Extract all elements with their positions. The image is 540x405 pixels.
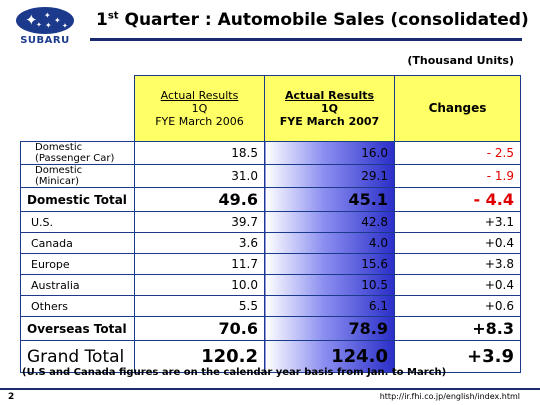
- page-number: 2: [8, 392, 15, 402]
- row-label: Domestic (Minicar): [20, 164, 135, 188]
- change-value: +0.6: [394, 295, 521, 317]
- change-value: +0.4: [394, 232, 521, 254]
- row-label: Grand Total: [20, 340, 135, 373]
- value-2006: 5.5: [134, 295, 265, 317]
- table-row-grand-total: Grand Total 120.2 124.0 +3.9: [20, 340, 521, 373]
- footnote: (U.S and Canada figures are on the calen…: [22, 367, 447, 378]
- units-label: (Thousand Units): [407, 54, 514, 67]
- row-label: Europe: [20, 253, 135, 275]
- table-row: Others 5.5 6.1 +0.6: [20, 295, 521, 317]
- value-2007: 4.0: [264, 232, 395, 254]
- change-value: +3.1: [394, 211, 521, 233]
- logo-text: SUBARU: [20, 35, 70, 46]
- row-label: Overseas Total: [20, 316, 135, 341]
- change-value: - 2.5: [394, 141, 521, 165]
- row-label: Domestic (Passenger Car): [20, 141, 135, 165]
- value-2006: 39.7: [134, 211, 265, 233]
- row-label: Australia: [20, 274, 135, 296]
- change-value: +3.9: [394, 340, 521, 373]
- value-2007: 16.0: [264, 141, 395, 165]
- value-2007: 15.6: [264, 253, 395, 275]
- table-row: Domestic (Minicar) 31.0 29.1 - 1.9: [20, 164, 521, 188]
- table-row: Europe 11.7 15.6 +3.8: [20, 253, 521, 275]
- header-fye-2007: Actual Results 1Q FYE March 2007: [264, 75, 395, 142]
- value-2006: 49.6: [134, 187, 265, 212]
- change-value: - 1.9: [394, 164, 521, 188]
- value-2007: 124.0: [264, 340, 395, 373]
- change-value: +8.3: [394, 316, 521, 341]
- row-label: Others: [20, 295, 135, 317]
- table-row: Canada 3.6 4.0 +0.4: [20, 232, 521, 254]
- sales-table: Actual Results 1Q FYE March 2006 Actual …: [20, 75, 521, 373]
- table-row: Domestic (Passenger Car) 18.5 16.0 - 2.5: [20, 141, 521, 165]
- row-label: U.S.: [20, 211, 135, 233]
- table-row-domestic-total: Domestic Total 49.6 45.1 - 4.4: [20, 187, 521, 212]
- page-title: 1st Quarter : Automobile Sales (consolid…: [96, 10, 529, 30]
- value-2006: 10.0: [134, 274, 265, 296]
- header-empty-cell: [20, 75, 135, 142]
- value-2007: 29.1: [264, 164, 395, 188]
- subaru-logo: ✦ ✦ ✦ ✦ ✦ ✦ SUBARU: [6, 5, 84, 49]
- pleiades-star-icon: ✦ ✦ ✦ ✦ ✦ ✦: [16, 7, 74, 34]
- value-2007: 42.8: [264, 211, 395, 233]
- value-2006: 11.7: [134, 253, 265, 275]
- change-value: +3.8: [394, 253, 521, 275]
- header-changes: Changes: [394, 75, 521, 142]
- row-label: Canada: [20, 232, 135, 254]
- row-label: Domestic Total: [20, 187, 135, 212]
- value-2006: 18.5: [134, 141, 265, 165]
- value-2006: 70.6: [134, 316, 265, 341]
- value-2007: 6.1: [264, 295, 395, 317]
- value-2006: 31.0: [134, 164, 265, 188]
- value-2006: 120.2: [134, 340, 265, 373]
- footer-url: http://ir.fhi.co.jp/english/index.html: [379, 392, 520, 401]
- change-value: +0.4: [394, 274, 521, 296]
- header-fye-2006: Actual Results 1Q FYE March 2006: [134, 75, 265, 142]
- value-2007: 45.1: [264, 187, 395, 212]
- value-2007: 10.5: [264, 274, 395, 296]
- footer-divider: [0, 388, 540, 390]
- change-value: - 4.4: [394, 187, 521, 212]
- table-header-row: Actual Results 1Q FYE March 2006 Actual …: [20, 75, 521, 142]
- title-divider: [90, 38, 522, 41]
- table-row-overseas-total: Overseas Total 70.6 78.9 +8.3: [20, 316, 521, 341]
- table-row: U.S. 39.7 42.8 +3.1: [20, 211, 521, 233]
- table-row: Australia 10.0 10.5 +0.4: [20, 274, 521, 296]
- value-2006: 3.6: [134, 232, 265, 254]
- value-2007: 78.9: [264, 316, 395, 341]
